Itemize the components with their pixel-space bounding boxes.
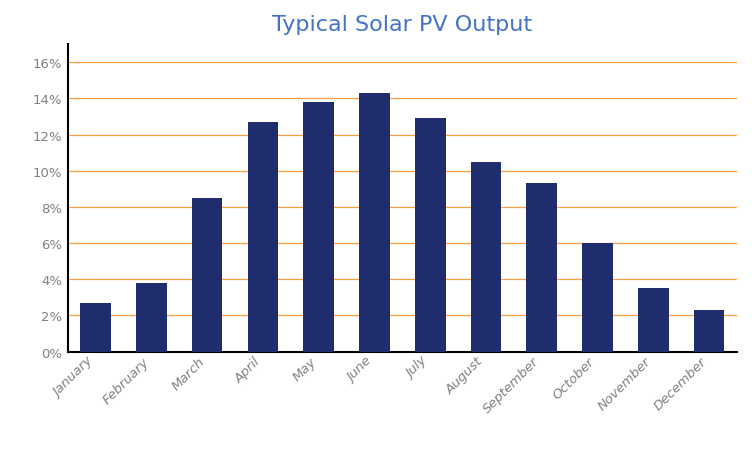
Title: Typical Solar PV Output: Typical Solar PV Output bbox=[272, 15, 532, 35]
Bar bbox=[638, 289, 669, 352]
Bar bbox=[192, 198, 223, 352]
Bar bbox=[526, 184, 557, 352]
Bar bbox=[471, 162, 502, 352]
Bar bbox=[80, 303, 111, 352]
Bar bbox=[359, 94, 390, 352]
Bar bbox=[694, 310, 724, 352]
Bar bbox=[247, 123, 278, 352]
Bar bbox=[415, 119, 445, 352]
Bar bbox=[582, 244, 613, 352]
Bar bbox=[303, 103, 334, 352]
Bar bbox=[136, 283, 167, 352]
